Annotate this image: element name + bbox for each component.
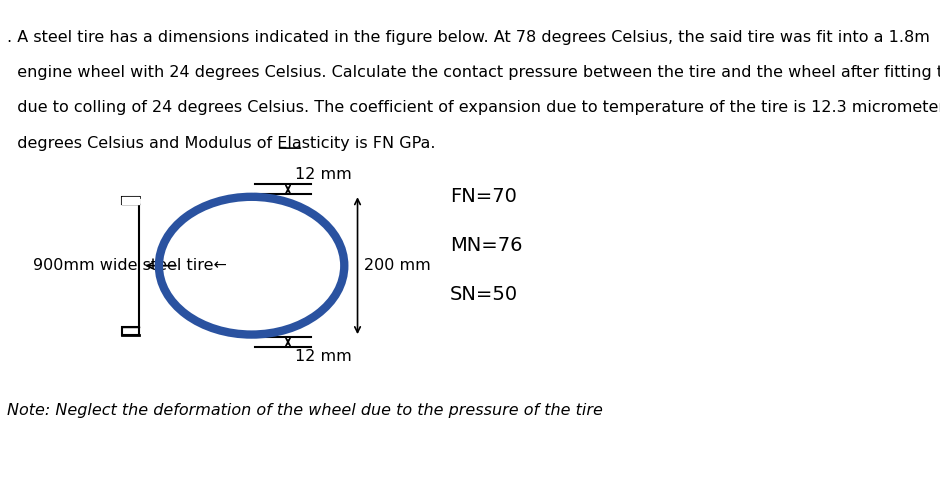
Text: FN=70: FN=70 [450, 187, 517, 206]
Bar [122, 197, 139, 204]
Text: 12 mm: 12 mm [294, 349, 352, 364]
Text: SN=50: SN=50 [450, 285, 518, 305]
Text: MN=76: MN=76 [450, 236, 523, 255]
Text: due to colling of 24 degrees Celsius. The coefficient of expansion due to temper: due to colling of 24 degrees Celsius. Th… [7, 100, 940, 115]
Bar [122, 327, 139, 335]
Text: 12 mm: 12 mm [294, 167, 352, 182]
Text: Note: Neglect the deformation of the wheel due to the pressure of the tire: Note: Neglect the deformation of the whe… [7, 403, 603, 418]
Text: degrees Celsius and Modulus of Elasticity is FN GPa.: degrees Celsius and Modulus of Elasticit… [7, 136, 435, 151]
Text: . A steel tire has a dimensions indicated in the figure below. At 78 degrees Cel: . A steel tire has a dimensions indicate… [7, 30, 940, 44]
Text: 200 mm: 200 mm [364, 258, 431, 273]
Text: 900mm wide steel tire←: 900mm wide steel tire← [33, 258, 227, 273]
Text: engine wheel with 24 degrees Celsius. Calculate the contact pressure between the: engine wheel with 24 degrees Celsius. Ca… [7, 65, 940, 80]
